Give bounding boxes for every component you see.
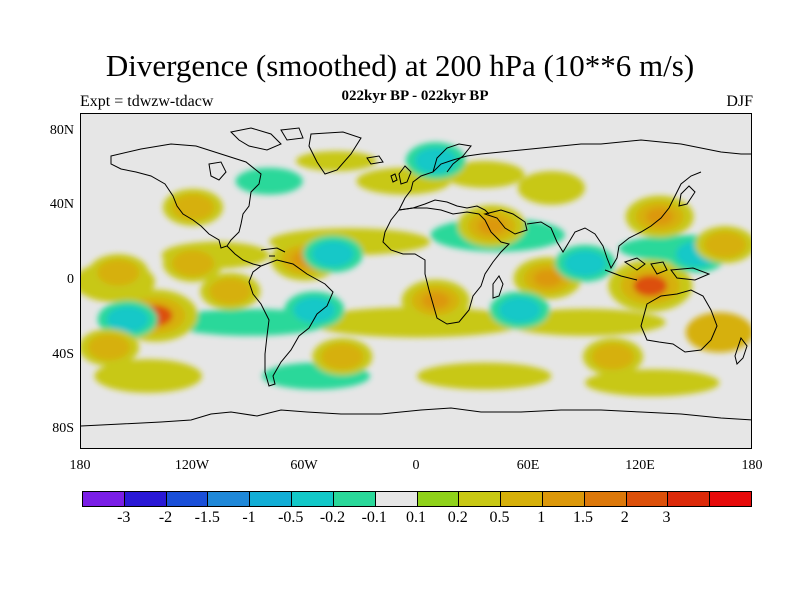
field-feature-core (302, 302, 327, 318)
colorbar-label: -0.5 (278, 509, 304, 526)
coast-madagascar (492, 275, 504, 299)
field-band (585, 369, 720, 397)
colorbar (82, 491, 752, 507)
colorbar-label: 0.2 (447, 509, 468, 526)
lon-label: 120W (174, 458, 210, 473)
field-feature-core (534, 269, 562, 287)
colorbar-label: -3 (117, 509, 131, 526)
colorbar-label: 1.5 (573, 509, 593, 526)
coast-arabia (483, 209, 528, 235)
colorbar-swatch (292, 492, 334, 506)
lat-label: 0 (67, 272, 74, 287)
colorbar-swatch (208, 492, 251, 506)
field-feature-core (330, 349, 355, 365)
colorbar-swatch (459, 492, 502, 506)
field-feature-core (181, 255, 205, 271)
field-feature-core (713, 237, 737, 253)
coast-greenland (308, 131, 362, 175)
field-band (443, 161, 525, 188)
field-band (309, 307, 525, 338)
colorbar-label: -2 (158, 509, 173, 526)
coast-iceland (366, 155, 384, 165)
coast-japan (678, 185, 696, 207)
coast-europe (398, 139, 751, 211)
colorbar-swatch (417, 492, 460, 506)
colorbar-label: 2 (620, 509, 629, 526)
coast-south-asia (526, 171, 702, 270)
lon-label: 120E (625, 458, 655, 473)
lat-label: 80N (49, 122, 74, 138)
colorbar-swatch (166, 492, 209, 506)
field-feature-core (423, 153, 448, 169)
coast-scandinavia (432, 143, 472, 173)
plot-subtitle: 022kyr BP - 022kyr BP (341, 88, 489, 104)
lat-label: 80S (52, 421, 74, 437)
colorbar-swatch (124, 492, 167, 506)
field-feature-core (633, 275, 668, 297)
coast-africa (382, 207, 510, 325)
lon-label: 60E (516, 458, 540, 473)
field-feature-core (106, 265, 131, 281)
colorbar-swatch (542, 492, 585, 506)
lat-label: 40N (49, 197, 74, 213)
colorbar-label: -1 (242, 509, 256, 526)
field-band (296, 150, 377, 172)
coast-arctic-islands (229, 127, 304, 151)
coastlines (81, 127, 751, 427)
field-feature-core (601, 349, 625, 365)
colorbar-label: -1.5 (194, 509, 220, 526)
colorbar-label: -0.2 (319, 509, 346, 526)
field-feature-core (181, 199, 205, 215)
field-feature-core (646, 208, 674, 226)
field-feature-core (422, 292, 450, 310)
coast-indonesia (604, 257, 711, 281)
field-feature-core (478, 217, 506, 235)
divergence-field (81, 142, 751, 397)
field-band (517, 171, 585, 205)
field-band (417, 362, 552, 390)
colorbar-label: 3 (662, 509, 671, 526)
colorbar-label: 0.1 (406, 509, 426, 526)
colorbar-label: -0.1 (361, 509, 387, 526)
coast-mediterranean (398, 199, 490, 215)
lon-label: 60W (290, 458, 318, 473)
lon-label: 0 (412, 458, 420, 473)
colorbar-swatch (375, 492, 418, 506)
colorbar-label: 1 (537, 509, 546, 526)
colorbar-label: 0.5 (489, 509, 510, 526)
lon-label: 180 (69, 458, 91, 473)
colorbar-swatch (584, 492, 627, 506)
coast-new-zealand (734, 336, 748, 365)
divergence-map (80, 113, 752, 449)
field-feature-core (115, 311, 140, 327)
lat-label: 40S (52, 346, 74, 362)
coast-antarctica (81, 407, 751, 427)
colorbar-swatch (333, 492, 376, 506)
field-feature-core (97, 339, 121, 355)
colorbar-swatch (668, 492, 711, 506)
field-band (685, 312, 751, 353)
coast-british-isles (390, 165, 412, 185)
colorbar-swatch (83, 492, 125, 506)
lon-label: 180 (741, 458, 763, 473)
colorbar-swatch (501, 492, 543, 506)
field-feature-core (321, 246, 345, 262)
colorbar-swatch (710, 492, 751, 506)
experiment-label: Expt = tdwzw-tdacw (80, 93, 214, 110)
plot-title: Divergence (smoothed) at 200 hPa (10**6 … (105, 48, 695, 83)
field-band (94, 359, 202, 393)
field-feature-core (573, 255, 597, 271)
colorbar-swatch (250, 492, 293, 506)
colorbar-swatch (626, 492, 669, 506)
field-feature-core (218, 283, 243, 299)
coast-caribbean (260, 247, 286, 257)
coast-central-america (226, 245, 262, 267)
coast-hudson-bay (208, 161, 227, 181)
season-label: DJF (726, 93, 753, 110)
field-feature-core (507, 302, 532, 318)
coast-australia (640, 289, 718, 353)
coast-south-america (248, 259, 334, 387)
field-band (235, 167, 303, 195)
